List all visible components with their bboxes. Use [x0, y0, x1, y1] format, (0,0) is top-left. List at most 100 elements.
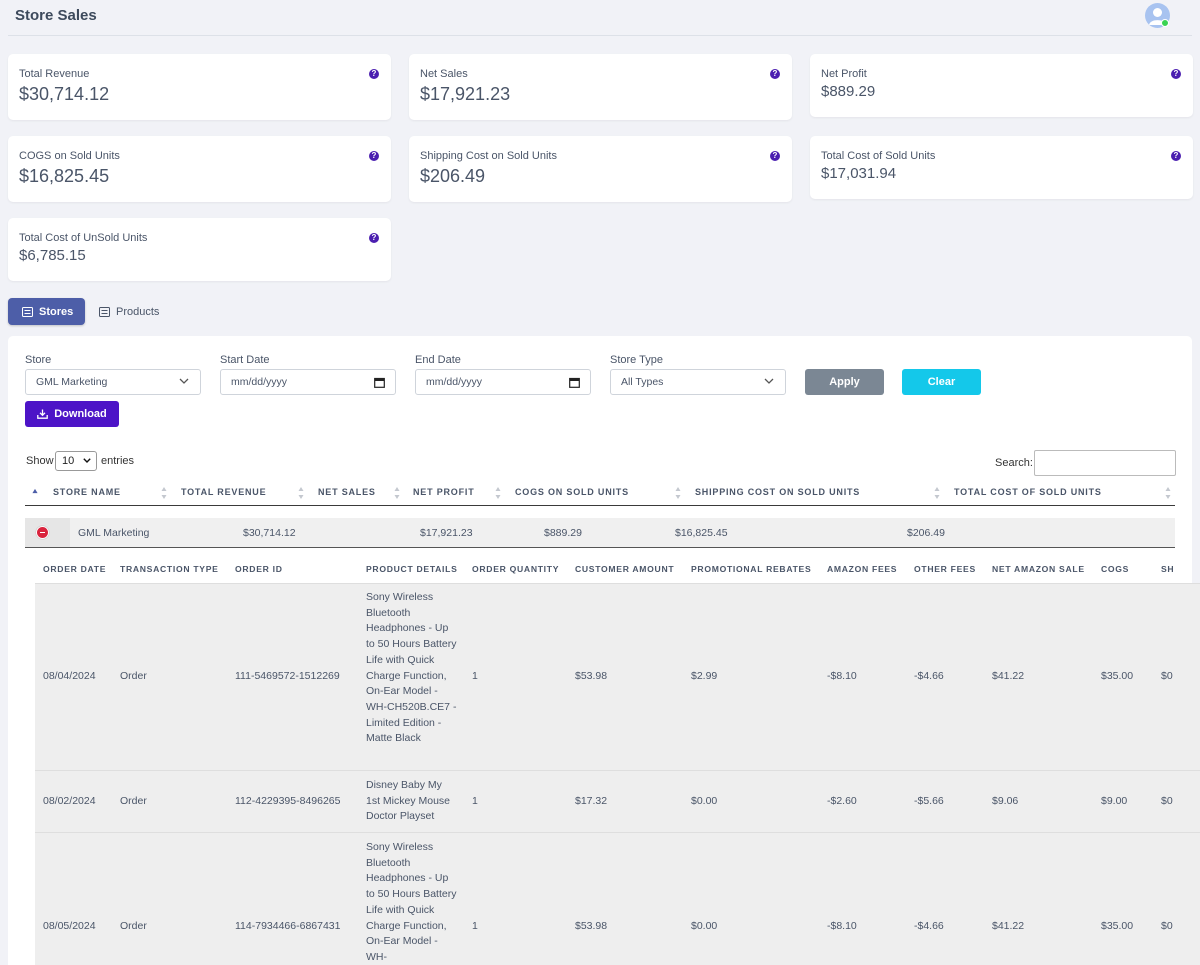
- download-label: Download: [54, 408, 107, 420]
- start-date-input[interactable]: mm/dd/yyyy: [220, 369, 396, 395]
- help-icon[interactable]: ?: [1171, 69, 1181, 79]
- column-header: AMAZON FEES: [827, 564, 898, 574]
- tab-label: Products: [116, 305, 160, 318]
- order-quantity-cell: 1: [472, 795, 478, 807]
- collapse-cell[interactable]: [25, 518, 70, 547]
- kpi-label: Shipping Cost on Sold Units: [420, 150, 557, 162]
- column-header[interactable]: STORE NAME: [53, 487, 121, 497]
- list-icon: [99, 306, 110, 317]
- collapse-minus-icon[interactable]: [36, 526, 49, 539]
- promotional-rebates-cell: $0.00: [691, 795, 718, 807]
- orders-table-header: ORDER DATE TRANSACTION TYPE ORDER ID PRO…: [35, 558, 1200, 583]
- table-row[interactable]: GML Marketing $30,714.12 $17,921.23 $889…: [25, 518, 1175, 548]
- entries-label: entries: [101, 455, 135, 467]
- customer-amount-cell: $53.98: [575, 670, 608, 682]
- amazon-fees-cell: -$8.10: [827, 920, 857, 932]
- end-date-placeholder: mm/dd/yyyy: [426, 376, 483, 388]
- kpi-card-net-sales: Net Sales $17,921.23 ?: [409, 54, 792, 120]
- kpi-value: $889.29: [821, 83, 876, 100]
- kpi-label: Total Cost of Sold Units: [821, 150, 936, 162]
- sort-icon[interactable]: [298, 486, 304, 500]
- column-header[interactable]: TOTAL COST OF SOLD UNITS: [954, 487, 1102, 497]
- amazon-fees-cell: -$8.10: [827, 670, 857, 682]
- table-row[interactable]: 08/05/2024 Order 114-7934466-6867431 Son…: [35, 832, 1200, 965]
- shipping-cell: $0: [1161, 920, 1173, 932]
- product-details-cell: Disney Baby My 1st Mickey Mouse Doctor P…: [366, 779, 451, 823]
- cogs-cell: $9.00: [1101, 795, 1128, 807]
- net-amazon-sale-cell: $41.22: [992, 670, 1025, 682]
- net-amazon-sale-cell: $41.22: [992, 920, 1025, 932]
- column-header: OTHER FEES: [914, 564, 976, 574]
- kpi-card-total-cost-unsold: Total Cost of UnSold Units $6,785.15 ?: [8, 218, 391, 281]
- shipping-cell: $0: [1161, 795, 1173, 807]
- sort-asc-icon[interactable]: [32, 484, 38, 498]
- store-select[interactable]: GML Marketing: [25, 369, 201, 395]
- column-header[interactable]: SHIPPING COST ON SOLD UNITS: [695, 487, 861, 497]
- order-id-cell: 114-7934466-6867431: [235, 920, 341, 932]
- entries-select[interactable]: 10: [55, 451, 97, 471]
- promotional-rebates-cell: $0.00: [691, 920, 718, 932]
- net-profit-cell: $889.29: [544, 527, 582, 539]
- store-filter-label: Store: [25, 354, 52, 366]
- sort-icon[interactable]: [675, 486, 681, 500]
- kpi-value: $30,714.12: [19, 84, 110, 104]
- net-amazon-sale-cell: $9.06: [992, 795, 1019, 807]
- show-label: Show: [26, 455, 54, 467]
- sort-icon[interactable]: [394, 486, 400, 500]
- order-quantity-cell: 1: [472, 920, 478, 932]
- help-icon[interactable]: ?: [770, 69, 780, 79]
- column-header[interactable]: NET PROFIT: [413, 487, 475, 497]
- column-header: ORDER DATE: [43, 564, 107, 574]
- sort-icon[interactable]: [1165, 486, 1171, 500]
- sort-icon[interactable]: [161, 486, 167, 500]
- other-fees-cell: -$4.66: [914, 670, 944, 682]
- customer-amount-cell: $53.98: [575, 920, 608, 932]
- chevron-down-icon: [764, 378, 774, 384]
- kpi-value: $16,825.45: [19, 166, 110, 186]
- tab-products[interactable]: Products: [88, 298, 178, 325]
- shipping-cost-cell: $206.49: [907, 527, 945, 539]
- kpi-card-shipping-cost: Shipping Cost on Sold Units $206.49 ?: [409, 136, 792, 202]
- sort-icon[interactable]: [934, 486, 940, 500]
- search-input[interactable]: [1034, 450, 1176, 476]
- apply-button[interactable]: Apply: [805, 369, 884, 395]
- clear-button[interactable]: Clear: [902, 369, 981, 395]
- start-date-placeholder: mm/dd/yyyy: [231, 376, 288, 388]
- help-icon[interactable]: ?: [770, 151, 780, 161]
- download-button[interactable]: Download: [25, 401, 119, 427]
- column-header[interactable]: COGS ON SOLD UNITS: [515, 487, 629, 497]
- entries-value: 10: [62, 455, 75, 467]
- store-type-select[interactable]: All Types: [610, 369, 786, 395]
- transaction-type-cell: Order: [120, 920, 147, 932]
- calendar-icon[interactable]: [374, 377, 385, 388]
- table-row[interactable]: 08/04/2024 Order 111-5469572-1512269 Son…: [35, 583, 1200, 770]
- net-sales-cell: $17,921.23: [420, 527, 473, 539]
- end-date-input[interactable]: mm/dd/yyyy: [415, 369, 591, 395]
- store-select-value: GML Marketing: [36, 376, 108, 388]
- cogs-cell: $35.00: [1101, 920, 1134, 932]
- start-date-label: Start Date: [220, 354, 270, 366]
- other-fees-cell: -$5.66: [914, 795, 944, 807]
- column-header[interactable]: NET SALES: [318, 487, 376, 497]
- table-row[interactable]: 08/02/2024 Order 112-4229395-8496265 Dis…: [35, 770, 1200, 832]
- product-details-cell: Sony Wireless Bluetooth Headphones - Up …: [366, 841, 457, 963]
- help-icon[interactable]: ?: [369, 151, 379, 161]
- kpi-label: Net Sales: [420, 68, 468, 80]
- shipping-cell: $0: [1161, 670, 1173, 682]
- order-date-cell: 08/02/2024: [43, 795, 96, 807]
- help-icon[interactable]: ?: [369, 69, 379, 79]
- transaction-type-cell: Order: [120, 795, 147, 807]
- kpi-label: Total Revenue: [19, 68, 90, 80]
- calendar-icon[interactable]: [569, 377, 580, 388]
- column-header: ORDER ID: [235, 564, 283, 574]
- help-icon[interactable]: ?: [369, 233, 379, 243]
- cogs-cell: $35.00: [1101, 670, 1134, 682]
- sort-icon[interactable]: [495, 486, 501, 500]
- list-icon: [22, 306, 33, 317]
- tab-stores[interactable]: Stores: [8, 298, 85, 325]
- kpi-value: $206.49: [420, 166, 486, 186]
- column-header[interactable]: TOTAL REVENUE: [181, 487, 267, 497]
- other-fees-cell: -$4.66: [914, 920, 944, 932]
- kpi-value: $6,785.15: [19, 247, 86, 264]
- help-icon[interactable]: ?: [1171, 151, 1181, 161]
